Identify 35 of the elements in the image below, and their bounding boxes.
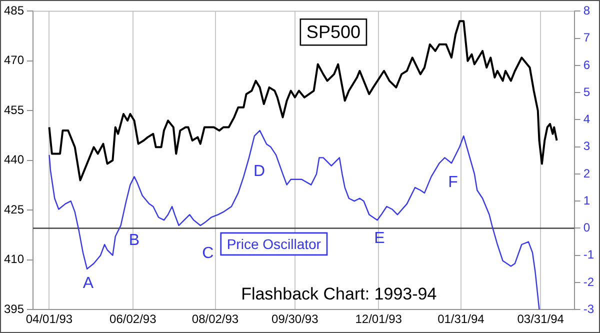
y2-tick-label: 2 [583, 166, 590, 180]
text: Flashback Chart: 1993-94 [241, 284, 437, 304]
x-tick-label: 03/31/94 [517, 312, 564, 326]
y2-tick-label: -2 [583, 274, 594, 289]
y2-tick-label: 7 [583, 30, 590, 45]
y-tick-label: 395 [4, 302, 24, 316]
x-tick-label: 01/31/94 [438, 312, 485, 326]
y2-tick-label: -3 [583, 302, 594, 316]
x-tick-label: 04/01/93 [26, 312, 73, 326]
x-tick-label: 08/02/93 [192, 312, 239, 326]
y2-tick-label: 0 [583, 220, 590, 235]
series-label: SP500 [306, 22, 360, 42]
annotation: A [82, 275, 94, 292]
y-tick-label: 485 [4, 4, 24, 18]
y-tick-label: 410 [4, 252, 24, 266]
y2-tick-label: -1 [583, 248, 594, 262]
y2-tick-label: 3 [583, 139, 590, 154]
y-tick-label: 455 [4, 102, 24, 117]
y-tick-label: 425 [4, 202, 24, 216]
annotation: E [374, 230, 385, 247]
annotation: D [254, 162, 266, 180]
y2-tick-label: 6 [583, 58, 590, 72]
y2-tick-label: 1 [583, 193, 590, 208]
y2-tick-label: 4 [583, 112, 590, 126]
series-label: Price Oscillator [226, 236, 322, 252]
x-tick-label: 09/30/93 [272, 312, 319, 326]
y2-tick-label: 5 [583, 84, 590, 99]
annotation: C [202, 244, 214, 262]
annotation: B [128, 232, 140, 249]
annotation: F [448, 174, 458, 191]
y-tick-label: 470 [4, 53, 24, 68]
x-tick-label: 06/02/93 [110, 312, 157, 326]
y2-tick-label: 8 [583, 4, 590, 18]
x-tick-label: 12/01/93 [355, 312, 402, 326]
y-tick-label: 440 [4, 152, 24, 167]
